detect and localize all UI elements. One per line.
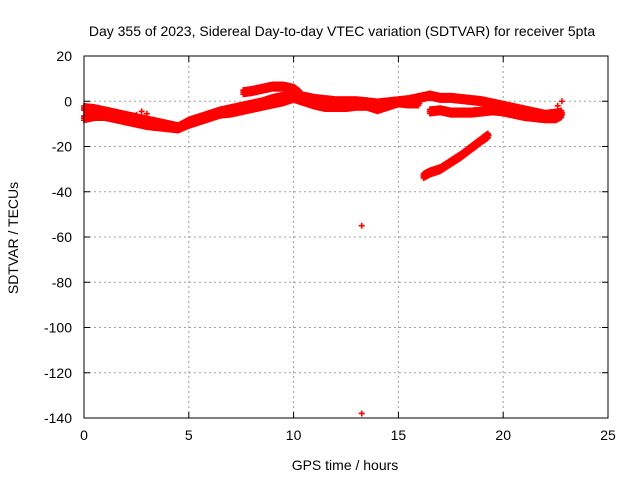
x-tick-label: 20 xyxy=(495,427,511,443)
y-axis-label: SDTVAR / TECUs xyxy=(5,182,21,294)
grid xyxy=(84,56,608,418)
y-tick-label: -40 xyxy=(52,184,72,200)
x-tick-label: 0 xyxy=(80,427,88,443)
y-tick-label: -120 xyxy=(44,365,72,381)
point-trace-late-lower xyxy=(558,111,565,118)
point-trace-bumps xyxy=(558,98,565,105)
y-tick-label: -60 xyxy=(52,229,72,245)
point-trace-bumps xyxy=(363,97,370,104)
point-trace-bumps xyxy=(384,99,391,106)
y-tick-label: -20 xyxy=(52,139,72,155)
point-trace-hump xyxy=(296,90,303,97)
point-trace-bumps xyxy=(143,110,150,117)
point-trace-bumps xyxy=(138,108,145,115)
point-outliers xyxy=(358,222,365,229)
point-trace-bumps xyxy=(554,102,561,109)
point-trace-bumps xyxy=(133,111,140,118)
point-trace-descending xyxy=(485,132,492,139)
data-points xyxy=(81,81,565,417)
y-tick-label: -140 xyxy=(44,410,72,426)
x-axis-label: GPS time / hours xyxy=(292,457,399,473)
x-tick-label: 15 xyxy=(391,427,407,443)
x-tick-label: 5 xyxy=(185,427,193,443)
y-tick-label: -100 xyxy=(44,320,72,336)
point-trace-bumps xyxy=(343,99,349,106)
y-tick-label: -80 xyxy=(52,274,72,290)
point-trace-lower xyxy=(416,100,423,107)
y-tick-label: 0 xyxy=(64,93,72,109)
chart-title: Day 355 of 2023, Sidereal Day-to-day VTE… xyxy=(89,23,596,39)
point-trace-bumps xyxy=(353,98,360,105)
x-tick-label: 25 xyxy=(600,427,616,443)
axis-ticks: 0 5 10 15 20 25 -140 -120 -100 -80 -60 -40 -20 0 20 xyxy=(44,48,616,443)
y-tick-label: 20 xyxy=(56,48,72,64)
point-trace-bumps xyxy=(332,100,339,107)
point-trace-bumps xyxy=(374,101,381,108)
point-outliers xyxy=(358,410,365,417)
x-tick-label: 10 xyxy=(286,427,302,443)
